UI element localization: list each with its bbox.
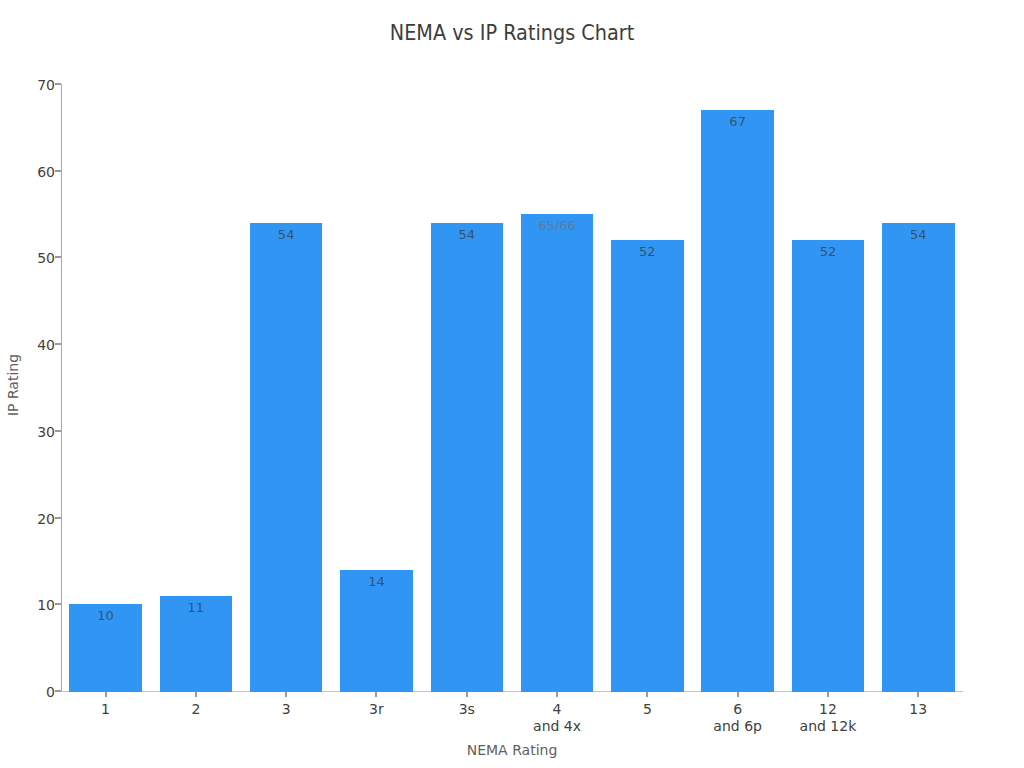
bar-3: 54 <box>250 223 323 692</box>
y-tick-label: 60 <box>0 164 55 180</box>
x-axis-title: NEMA Rating <box>0 742 1024 758</box>
bar-chart-figure: NEMA vs IP Ratings Chart IP Rating NEMA … <box>0 0 1024 768</box>
bar-value-label: 10 <box>69 608 142 623</box>
x-tick-label: 13 <box>870 701 966 718</box>
bar-value-label: 54 <box>882 227 955 242</box>
y-tick-label: 30 <box>0 424 55 440</box>
x-tick-mark <box>466 692 468 697</box>
y-tick-label: 10 <box>0 597 55 613</box>
y-tick-mark <box>55 256 61 258</box>
chart-title: NEMA vs IP Ratings Chart <box>64 20 960 45</box>
x-tick-label: 4and 4x <box>509 701 605 735</box>
y-tick-label: 0 <box>0 684 55 700</box>
bar-12: 52 <box>792 240 865 692</box>
x-tick-mark <box>737 692 739 697</box>
x-tick-label: 3r <box>328 701 424 718</box>
x-tick-label: 6and 6p <box>690 701 786 735</box>
bar-6: 67 <box>701 110 774 692</box>
y-tick-label: 70 <box>0 77 55 93</box>
x-tick-label: 12and 12k <box>780 701 876 735</box>
bar-3r: 14 <box>340 570 413 692</box>
x-tick-label: 5 <box>599 701 695 718</box>
y-tick-mark <box>55 170 61 172</box>
bar-3s: 54 <box>431 223 504 692</box>
y-tick-label: 40 <box>0 337 55 353</box>
y-tick-mark <box>55 517 61 519</box>
x-tick-mark <box>195 692 197 697</box>
x-tick-mark <box>646 692 648 697</box>
y-tick-mark <box>55 430 61 432</box>
bar-value-label: 52 <box>611 244 684 259</box>
bar-5: 52 <box>611 240 684 692</box>
bar-value-label: 54 <box>250 227 323 242</box>
x-tick-label: 1 <box>58 701 154 718</box>
x-tick-label: 3s <box>419 701 515 718</box>
x-tick-mark <box>827 692 829 697</box>
bar-value-label: 52 <box>792 244 865 259</box>
bar-4: 65/66 <box>521 214 594 692</box>
x-tick-mark <box>917 692 919 697</box>
x-tick-label: 2 <box>148 701 244 718</box>
y-axis-line <box>61 84 62 692</box>
x-tick-label: 3 <box>238 701 334 718</box>
bar-value-label: 54 <box>431 227 504 242</box>
bar-2: 11 <box>160 596 233 692</box>
x-tick-mark <box>556 692 558 697</box>
y-tick-mark <box>55 690 61 692</box>
bar-value-label: 14 <box>340 574 413 589</box>
y-tick-label: 50 <box>0 250 55 266</box>
x-tick-mark <box>375 692 377 697</box>
bar-value-label: 65/66 <box>521 218 594 233</box>
y-tick-label: 20 <box>0 511 55 527</box>
y-tick-mark <box>55 83 61 85</box>
y-tick-mark <box>55 603 61 605</box>
x-tick-mark <box>105 692 107 697</box>
bar-value-label: 67 <box>701 114 774 129</box>
x-tick-mark <box>285 692 287 697</box>
bar-1: 10 <box>69 604 142 692</box>
bar-value-label: 11 <box>160 600 233 615</box>
y-axis-title: IP Rating <box>5 354 21 416</box>
bar-13: 54 <box>882 223 955 692</box>
y-tick-mark <box>55 343 61 345</box>
